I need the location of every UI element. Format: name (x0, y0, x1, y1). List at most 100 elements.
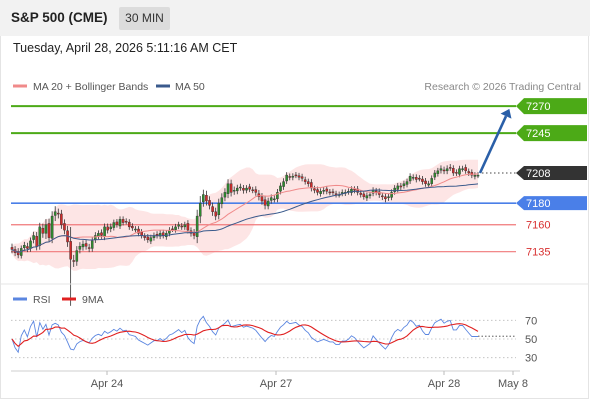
candle-body (171, 228, 174, 231)
rsi-tick-label: 70 (525, 315, 537, 327)
candle-body (458, 168, 461, 175)
candle-body (269, 197, 273, 201)
pivot-label: 7180 (526, 198, 550, 210)
x-tick-label: Apr 24 (91, 378, 123, 390)
candle-body (245, 187, 248, 191)
candle-body (202, 194, 205, 203)
timeframe-badge[interactable]: 30 MIN (119, 7, 170, 30)
candle-body (174, 226, 177, 230)
candle-body (38, 226, 42, 246)
instrument-title: S&P 500 (CME) (11, 10, 108, 25)
candle-body (195, 215, 199, 237)
bollinger-band-area (12, 159, 478, 271)
candle-body (297, 175, 301, 178)
candle-body (211, 206, 214, 212)
candle-body (251, 189, 254, 192)
candle-body (288, 176, 292, 178)
candle-body (350, 188, 353, 193)
candle-body (285, 174, 288, 182)
ma20-legend-label: MA 20 + Bollinger Bands (33, 81, 148, 93)
ma50-line (11, 183, 479, 253)
candle-body (235, 187, 239, 192)
candle-body (445, 168, 449, 172)
candle-body (282, 181, 285, 187)
candle-body (421, 178, 424, 182)
candle-body (50, 215, 54, 239)
bollinger-bands (12, 159, 478, 271)
candle-body (430, 178, 433, 184)
candle-body (100, 232, 103, 236)
candle-body (57, 212, 60, 215)
resistance-2-label: 7270 (526, 101, 550, 113)
candle-body (331, 191, 335, 193)
candle-body (198, 202, 202, 217)
candle-body (387, 196, 390, 198)
candle-body (84, 243, 88, 247)
candle-body (208, 200, 211, 206)
rsi-ma-line (11, 323, 479, 348)
support-2-label: 7135 (526, 247, 550, 259)
candle-body (276, 192, 279, 200)
candle-body (313, 188, 316, 191)
ma20-line (11, 173, 479, 253)
candle-body (408, 176, 412, 182)
candle-body (300, 176, 304, 179)
candle-body (103, 226, 106, 238)
candle-body (180, 225, 184, 228)
resistance-1-tag (516, 125, 587, 142)
candle-body (177, 224, 180, 227)
candle-body (306, 181, 310, 184)
candle-body (319, 191, 322, 194)
candle-body (149, 237, 153, 242)
candle-body (127, 221, 131, 228)
candle-body (365, 195, 369, 199)
candle-body (106, 226, 109, 231)
candle-body (273, 198, 276, 201)
candle-body (186, 223, 190, 231)
moving-averages (11, 173, 479, 253)
candle-body (263, 199, 267, 206)
candle-body (353, 188, 356, 191)
candle-body (436, 170, 440, 174)
candle-body (452, 168, 455, 174)
candle-body (424, 180, 427, 184)
candle-body (146, 236, 150, 241)
chart-frame (0, 36, 589, 399)
candle-body (294, 174, 298, 177)
candle-body (90, 240, 94, 249)
candle-body (214, 211, 217, 217)
candle-body (26, 246, 29, 249)
candle-body (41, 227, 45, 234)
candle-body (411, 177, 415, 179)
candle-body (310, 182, 313, 189)
candle-body (405, 181, 409, 185)
candle-body (316, 189, 319, 193)
candle-body (121, 219, 125, 223)
candle-body (254, 189, 258, 193)
candle-body (242, 188, 245, 191)
candle-body (464, 167, 467, 172)
candle-body (393, 187, 396, 192)
rsi-panel: 30 50 70 (11, 315, 537, 365)
candle-body (226, 183, 230, 194)
candle-body (325, 188, 329, 192)
candle-body (442, 169, 446, 172)
candle-body (220, 197, 224, 205)
candle-body (415, 177, 418, 180)
candle-body (476, 174, 480, 177)
candle-body (223, 192, 227, 198)
candle-body (232, 190, 236, 192)
candle-body (143, 235, 146, 238)
candle-body (439, 168, 443, 171)
candle-body (359, 192, 363, 195)
candle-body (137, 228, 140, 234)
candle-body (78, 246, 82, 250)
rsi-legend-label: RSI (33, 294, 51, 306)
resistance-2-tag (516, 98, 587, 115)
candle-body (402, 183, 406, 186)
research-credit: Research © 2026 Trading Central (424, 81, 581, 93)
x-tick-label: Apr 28 (428, 378, 460, 390)
x-tick-label: May 8 (498, 378, 528, 390)
pivot-tag (516, 196, 587, 211)
